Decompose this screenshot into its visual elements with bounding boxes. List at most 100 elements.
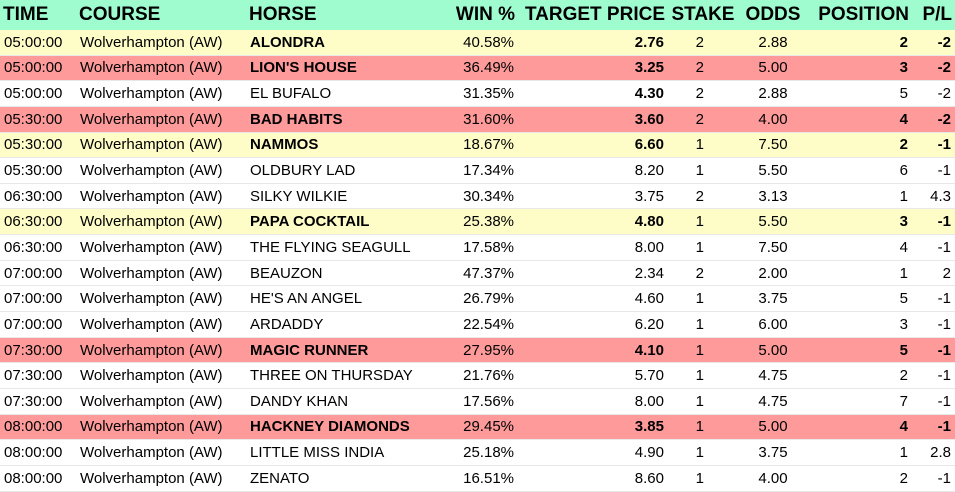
position-cell: 1 (808, 260, 912, 287)
horse-cell: LITTLE MISS INDIA (246, 439, 428, 466)
position-cell: 1 (808, 439, 912, 466)
header-horse: HORSE (246, 0, 428, 30)
odds-cell: 4.00 (738, 465, 808, 492)
target-price-cell: 8.60 (518, 465, 668, 492)
pl-cell: -1 (912, 465, 955, 492)
odds-cell: 4.75 (738, 388, 808, 415)
target-price-cell: 4.30 (518, 80, 668, 107)
header-position: POSITION (808, 0, 912, 30)
table-row: 05:00:00 Wolverhampton (AW) ALONDRA 40.58% 2… (0, 30, 955, 56)
horse-cell: NAMMOS (246, 132, 428, 159)
position-cell: 3 (808, 55, 912, 82)
horse-cell: DANDY KHAN (246, 388, 428, 415)
horse-cell: THE FLYING SEAGULL (246, 234, 428, 261)
horse-cell: LION'S HOUSE (246, 55, 428, 82)
time-cell: 08:00:00 (0, 465, 76, 492)
odds-cell: 4.00 (738, 106, 808, 133)
odds-cell: 5.50 (738, 208, 808, 236)
time-cell: 06:30:00 (0, 183, 76, 210)
horse-cell: HE'S AN ANGEL (246, 285, 428, 313)
position-cell: 2 (808, 132, 912, 159)
position-cell: 3 (808, 208, 912, 236)
target-price-cell: 3.85 (518, 414, 668, 441)
stake-cell: 2 (668, 30, 738, 56)
stake-cell: 1 (668, 414, 738, 441)
horse-cell: HACKNEY DIAMONDS (246, 414, 428, 441)
target-price-cell: 4.80 (518, 208, 668, 236)
stake-cell: 1 (668, 439, 738, 466)
course-cell: Wolverhampton (AW) (76, 388, 246, 415)
pl-cell: -1 (912, 414, 955, 441)
position-cell: 5 (808, 337, 912, 364)
target-price-cell: 8.20 (518, 157, 668, 184)
time-cell: 08:00:00 (0, 439, 76, 466)
table-row: 05:30:00 Wolverhampton (AW) NAMMOS 18.67% 6.… (0, 132, 955, 159)
odds-cell: 7.50 (738, 132, 808, 159)
horse-cell: BEAUZON (246, 260, 428, 287)
horse-cell: BAD HABITS (246, 106, 428, 133)
win-percent-cell: 22.54% (428, 311, 518, 338)
odds-cell: 4.75 (738, 362, 808, 389)
pl-cell: -1 (912, 311, 955, 338)
pl-cell: -2 (912, 55, 955, 82)
pl-cell: -1 (912, 337, 955, 364)
target-price-cell: 3.60 (518, 106, 668, 133)
win-percent-cell: 18.67% (428, 132, 518, 159)
course-cell: Wolverhampton (AW) (76, 157, 246, 184)
header-row: TIME COURSE HORSE WIN % TARGET PRICE STA… (0, 0, 955, 30)
position-cell: 4 (808, 414, 912, 441)
horse-cell: THREE ON THURSDAY (246, 362, 428, 389)
pl-cell: 2.8 (912, 439, 955, 466)
course-cell: Wolverhampton (AW) (76, 465, 246, 492)
pl-cell: -2 (912, 80, 955, 107)
stake-cell: 2 (668, 80, 738, 107)
course-cell: Wolverhampton (AW) (76, 439, 246, 466)
pl-cell: -1 (912, 362, 955, 389)
header-course: COURSE (76, 0, 246, 30)
time-cell: 07:30:00 (0, 362, 76, 389)
horse-cell: ALONDRA (246, 30, 428, 56)
odds-cell: 5.00 (738, 337, 808, 364)
course-cell: Wolverhampton (AW) (76, 183, 246, 210)
time-cell: 05:00:00 (0, 30, 76, 56)
win-percent-cell: 27.95% (428, 337, 518, 364)
time-cell: 07:30:00 (0, 388, 76, 415)
target-price-cell: 4.10 (518, 337, 668, 364)
win-percent-cell: 16.51% (428, 465, 518, 492)
odds-cell: 7.50 (738, 234, 808, 261)
win-percent-cell: 29.45% (428, 414, 518, 441)
win-percent-cell: 17.56% (428, 388, 518, 415)
time-cell: 06:30:00 (0, 234, 76, 261)
table-row: 05:30:00 Wolverhampton (AW) BAD HABITS 31.6… (0, 106, 955, 133)
stake-cell: 1 (668, 132, 738, 159)
win-percent-cell: 21.76% (428, 362, 518, 389)
position-cell: 7 (808, 388, 912, 415)
pl-cell: -1 (912, 157, 955, 184)
header-odds: ODDS (738, 0, 808, 30)
stake-cell: 1 (668, 208, 738, 236)
odds-cell: 3.75 (738, 285, 808, 313)
position-cell: 2 (808, 362, 912, 389)
stake-cell: 2 (668, 260, 738, 287)
course-cell: Wolverhampton (AW) (76, 362, 246, 389)
win-percent-cell: 47.37% (428, 260, 518, 287)
time-cell: 08:00:00 (0, 414, 76, 441)
table-row: 06:30:00 Wolverhampton (AW) THE FLYING SEA… (0, 234, 955, 261)
odds-cell: 5.50 (738, 157, 808, 184)
time-cell: 05:30:00 (0, 157, 76, 184)
time-cell: 07:00:00 (0, 260, 76, 287)
odds-cell: 2.00 (738, 260, 808, 287)
time-cell: 06:30:00 (0, 208, 76, 236)
time-cell: 05:30:00 (0, 132, 76, 159)
pl-cell: -1 (912, 132, 955, 159)
odds-cell: 6.00 (738, 311, 808, 338)
course-cell: Wolverhampton (AW) (76, 260, 246, 287)
odds-cell: 5.00 (738, 414, 808, 441)
target-price-cell: 5.70 (518, 362, 668, 389)
horse-cell: SILKY WILKIE (246, 183, 428, 210)
stake-cell: 1 (668, 234, 738, 261)
position-cell: 3 (808, 311, 912, 338)
win-percent-cell: 31.60% (428, 106, 518, 133)
pl-cell: -2 (912, 30, 955, 56)
table-row: 06:30:00 Wolverhampton (AW) SILKY WILKIE 30… (0, 183, 955, 210)
